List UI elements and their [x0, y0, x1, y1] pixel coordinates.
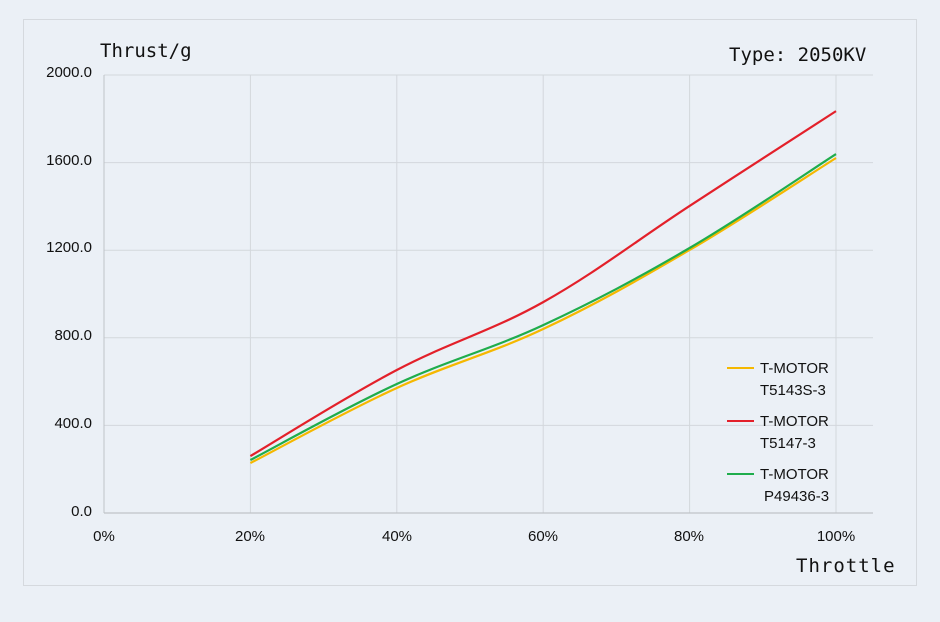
legend-swatch-yellow — [727, 367, 754, 369]
y-axis-title: Thrust/g — [100, 40, 192, 62]
x-tick-label: 80% — [673, 528, 705, 545]
y-tick-label: 1600.0 — [46, 152, 92, 169]
y-tick-label: 0.0 — [71, 503, 92, 520]
x-tick-label: 100% — [816, 528, 856, 545]
legend-swatch-green — [727, 473, 754, 475]
x-tick-label: 0% — [93, 528, 115, 545]
legend-label: T-MOTOR — [760, 360, 829, 377]
legend-label: P49436-3 — [764, 488, 830, 505]
legend-label: T-MOTOR — [760, 413, 829, 430]
legend-label: T5147-3 — [760, 435, 816, 452]
x-tick-label: 40% — [381, 528, 413, 545]
x-tick-label: 20% — [234, 528, 266, 545]
y-tick-label: 1200.0 — [46, 239, 92, 256]
series-line — [249, 110, 837, 458]
legend-swatch-red — [727, 420, 754, 422]
y-tick-label: 2000.0 — [46, 64, 92, 81]
series-line — [249, 153, 837, 461]
legend-label: T5143S-3 — [760, 382, 826, 399]
x-tick-label: 60% — [527, 528, 559, 545]
y-tick-label: 800.0 — [54, 327, 92, 344]
chart-title: Type: 2050KV — [729, 44, 867, 66]
chart-frame — [23, 19, 917, 586]
series-line — [249, 157, 837, 465]
y-tick-label: 400.0 — [54, 415, 92, 432]
legend-label: T-MOTOR — [760, 466, 829, 483]
x-axis-title: Throttle — [796, 555, 896, 577]
